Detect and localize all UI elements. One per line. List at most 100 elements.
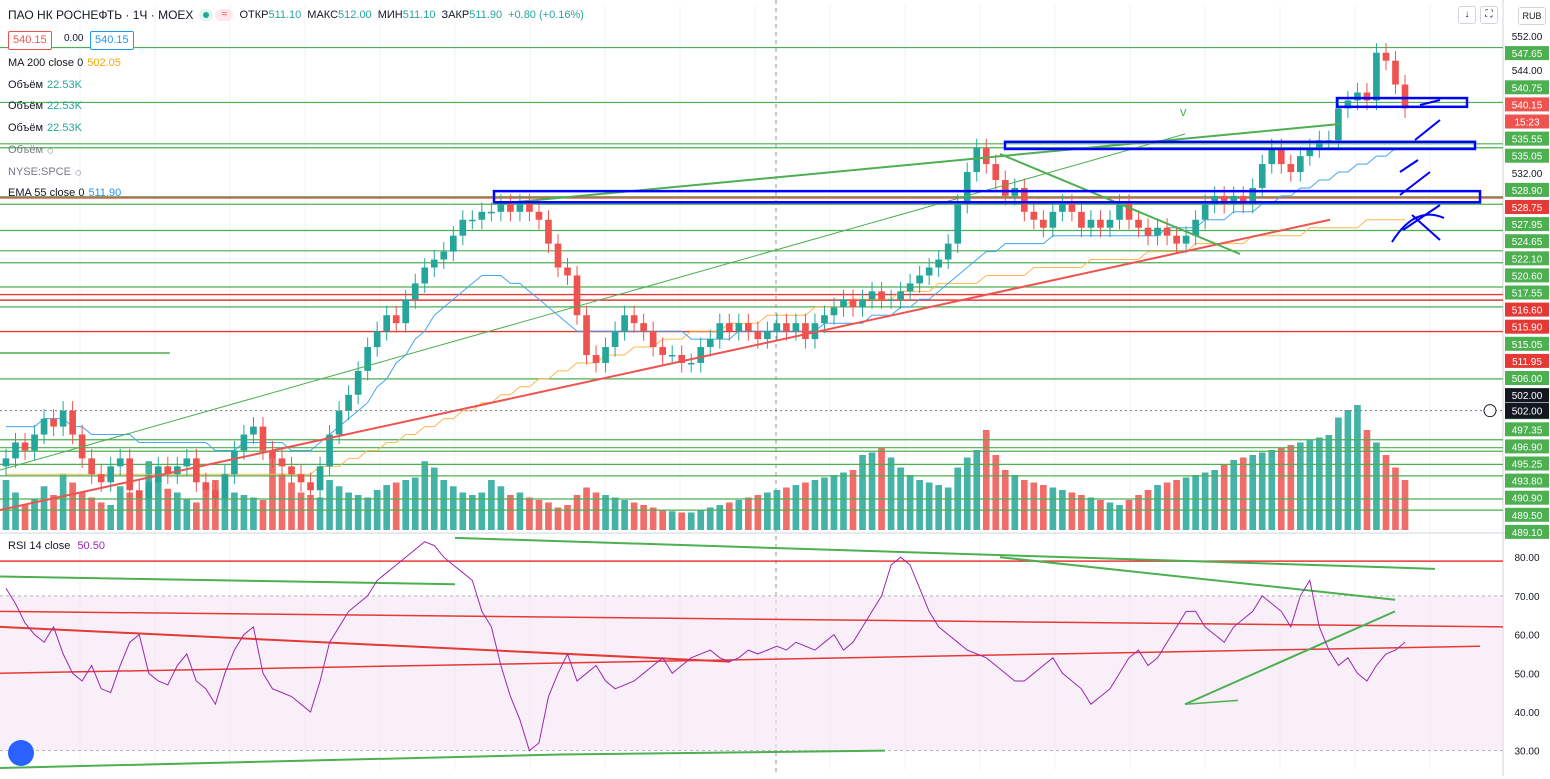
low-value: 511.10	[402, 9, 436, 21]
volume-bar	[421, 461, 429, 530]
price-tick-label: 520.60	[1512, 271, 1543, 282]
volume-bar	[1192, 475, 1199, 530]
volume-bar	[535, 500, 543, 530]
candle-body	[1344, 100, 1352, 109]
indicator-item[interactable]: NYSE:SPCE ◌	[8, 166, 89, 179]
volume-bar	[1268, 450, 1276, 530]
price-tick-label: 535.55	[1512, 135, 1543, 146]
price-tick-label: 528.75	[1512, 203, 1543, 214]
candle-body	[887, 299, 895, 301]
candle-body	[526, 203, 533, 212]
volume-bar	[1373, 442, 1380, 530]
candle-body	[973, 148, 981, 173]
rsi-trend-line	[999, 556, 1396, 601]
indicator-item[interactable]: Объём 22.53K	[8, 100, 82, 112]
candle-body	[935, 259, 942, 268]
candle-body	[1163, 227, 1171, 236]
candle-body	[430, 259, 438, 268]
hidden-eye-icon[interactable]: ◌	[47, 144, 54, 157]
candle-body	[678, 355, 686, 363]
candle-body	[868, 291, 876, 300]
rsi-pane: 80.00 70.00 60.00 50.00 40.00 30.00	[0, 536, 1540, 769]
indicator-item[interactable]: Объём 22.53K	[8, 122, 82, 134]
indicator-value: 22.53K	[47, 122, 82, 135]
rsi-trend-line	[0, 575, 456, 586]
candle-body	[193, 458, 200, 483]
volume-bar	[906, 475, 914, 530]
price-tag	[1505, 114, 1549, 129]
price-tick-label: 489.10	[1512, 528, 1543, 539]
candle-body	[735, 323, 743, 332]
candle-body	[1258, 164, 1266, 188]
candle-body	[259, 426, 267, 451]
currency-badge[interactable]: RUB	[1518, 7, 1546, 25]
ohlc-readout: ОТКР511.10 МАКС512.00 МИН511.10 ЗАКР511.…	[239, 9, 584, 21]
candle-body	[859, 299, 866, 308]
volume-bar	[516, 492, 524, 530]
status-pill[interactable]: ≈	[199, 9, 234, 21]
zone-box	[492, 189, 1482, 204]
volume-bar	[383, 485, 391, 530]
candle-body	[1059, 203, 1066, 212]
candle-body	[1239, 195, 1247, 204]
tradingview-logo-icon[interactable]	[8, 740, 34, 766]
hidden-eye-icon[interactable]: ◌	[74, 166, 82, 179]
candle-body	[897, 291, 904, 300]
volume-bar	[440, 480, 448, 530]
volume-bar	[507, 495, 514, 530]
volume-bar	[1001, 470, 1009, 530]
candle-body	[630, 315, 638, 324]
v-mark: v	[1180, 104, 1187, 119]
price-tag	[1505, 285, 1549, 300]
candle-body	[1030, 211, 1038, 220]
volume-bar	[497, 486, 505, 530]
candle-body	[725, 323, 733, 332]
price-tick-label: 489.50	[1512, 511, 1543, 522]
buy-price-box[interactable]: 540.15	[90, 31, 134, 50]
candle-body	[354, 370, 362, 395]
volume-bar	[50, 495, 57, 530]
price-tag	[1505, 182, 1549, 197]
volume-bar	[59, 473, 67, 530]
candle-body	[164, 466, 172, 475]
indicator-item[interactable]: Объём ◌	[8, 144, 61, 157]
volume-bar	[402, 480, 410, 530]
price-tag	[1505, 80, 1549, 95]
candle-body	[1392, 60, 1399, 85]
price-tag	[1505, 490, 1549, 505]
indicator-item[interactable]: EMA 55 close 0 511.90	[8, 187, 121, 199]
candle-body	[830, 307, 838, 316]
volume-bar	[1201, 472, 1209, 530]
volume-bar	[1401, 480, 1409, 530]
symbol-title[interactable]: ПАО НК РОСНЕФТЬ · 1Ч · MOEX	[8, 8, 194, 22]
volume-bar	[526, 497, 533, 530]
volume-bar	[925, 482, 933, 530]
close-label: ЗАКР	[441, 9, 470, 21]
trend-line-red	[0, 218, 1331, 511]
volume-bar	[88, 497, 95, 530]
price-tag	[1505, 473, 1549, 488]
candle-body	[687, 362, 695, 365]
volume-bar	[1163, 482, 1171, 530]
candle-body	[982, 148, 990, 165]
sell-price-box[interactable]: 540.15	[8, 31, 52, 50]
candle-body	[1097, 219, 1104, 228]
indicator-item[interactable]: MA 200 close 0 502.05	[8, 57, 121, 69]
indicator-name: Объём	[8, 100, 44, 113]
candles	[2, 43, 1409, 508]
candle-body	[221, 474, 229, 499]
candle-body	[126, 458, 134, 491]
indicator-item[interactable]: Объём 22.53K	[8, 79, 82, 91]
candle-body	[1373, 52, 1380, 101]
candle-body	[811, 323, 819, 340]
candle-body	[1363, 92, 1371, 101]
candle-body	[583, 315, 590, 355]
candle-body	[135, 490, 143, 499]
fullscreen-icon[interactable]: ⛶	[1480, 6, 1498, 24]
volume-bar	[12, 492, 19, 530]
download-icon[interactable]: ↓	[1458, 6, 1476, 24]
volume-bar	[1220, 465, 1228, 530]
volume-bar	[583, 487, 590, 530]
